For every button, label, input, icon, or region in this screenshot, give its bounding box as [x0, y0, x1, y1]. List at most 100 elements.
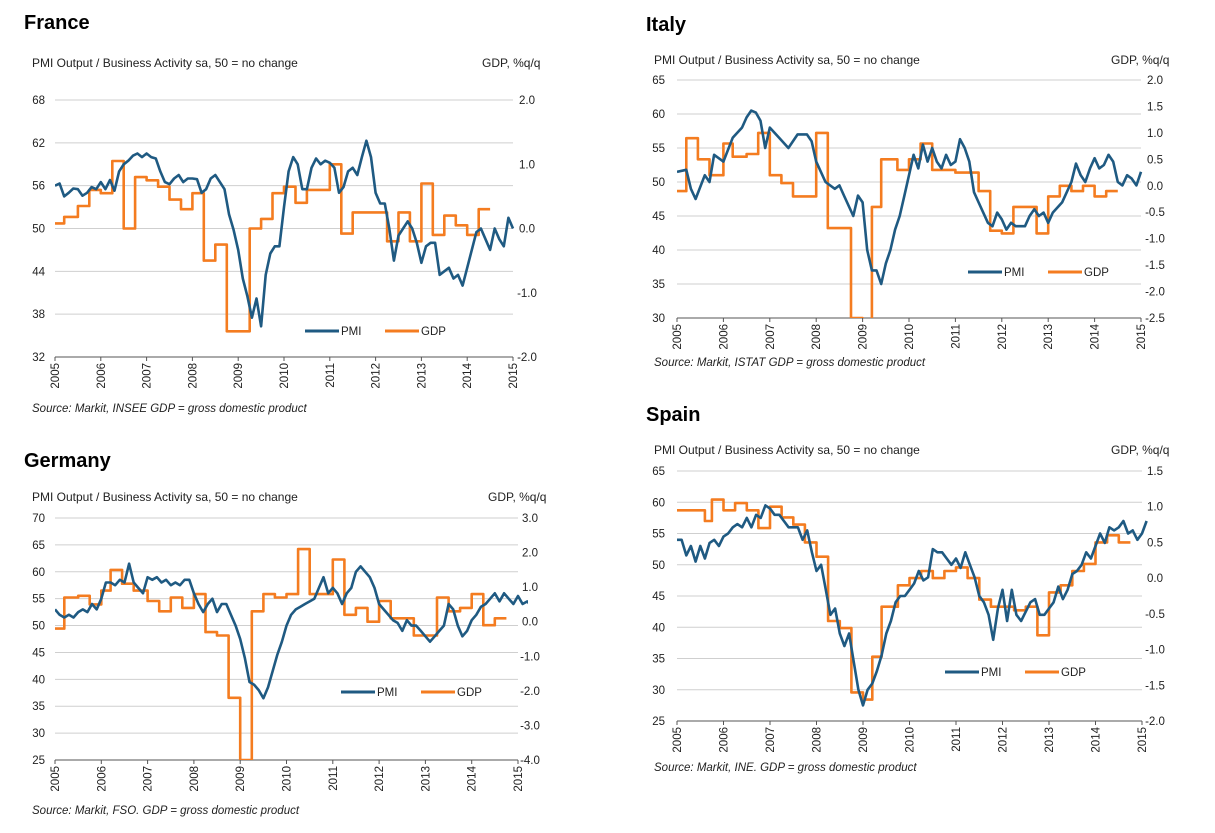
year-tick-label: 2010	[905, 727, 917, 753]
right-axis-caption: GDP, %q/q	[482, 56, 541, 70]
left-tick-label: 65	[32, 540, 45, 552]
legend-label-pmi: PMI	[341, 326, 361, 338]
year-tick-label: 2008	[189, 766, 201, 792]
right-tick-label: -2.5	[1145, 313, 1165, 325]
year-tick-label: 2012	[374, 766, 386, 792]
year-tick-label: 2011	[325, 363, 337, 388]
right-tick-label: -0.5	[1145, 609, 1165, 621]
right-tick-label: 3.0	[522, 513, 538, 525]
left-tick-label: 45	[32, 647, 45, 659]
left-tick-label: 55	[652, 529, 665, 541]
year-tick-label: 2010	[282, 766, 294, 792]
left-tick-label: 40	[652, 622, 665, 634]
right-tick-label: 0.5	[1147, 537, 1163, 549]
year-tick-label: 2006	[96, 363, 108, 389]
legend-label-pmi: PMI	[1004, 267, 1024, 279]
left-tick-label: 60	[652, 497, 665, 509]
left-tick-label: 62	[32, 138, 45, 150]
right-tick-label: 2.0	[1147, 75, 1163, 87]
chart-title: Spain	[646, 404, 701, 426]
right-tick-label: -2.0	[1145, 716, 1165, 728]
year-tick-label: 2012	[371, 363, 383, 389]
left-tick-label: 35	[652, 654, 665, 666]
left-tick-label: 55	[32, 594, 45, 606]
right-tick-label: -3.0	[520, 720, 540, 732]
year-tick-label: 2014	[462, 362, 474, 388]
series-line-pmi	[55, 139, 515, 328]
year-tick-label: 2012	[997, 324, 1009, 350]
left-tick-label: 60	[652, 109, 665, 121]
right-tick-label: 0.5	[1147, 154, 1163, 166]
left-tick-label: 56	[32, 181, 45, 193]
year-tick-label: 2012	[998, 727, 1010, 753]
right-tick-label: 1.5	[1147, 101, 1163, 113]
left-axis-caption: PMI Output / Business Activity sa, 50 = …	[32, 490, 298, 504]
left-tick-label: 35	[652, 279, 665, 291]
left-tick-label: 40	[32, 674, 45, 686]
source-note: Source: Markit, FSO. GDP = gross domesti…	[32, 805, 300, 817]
left-tick-label: 45	[652, 591, 665, 603]
year-tick-label: 2013	[1044, 727, 1056, 753]
right-tick-label: -2.0	[517, 352, 537, 364]
right-tick-label: -1.5	[1145, 680, 1165, 692]
right-tick-label: -2.0	[1145, 287, 1165, 299]
year-tick-label: 2007	[143, 766, 155, 792]
left-tick-label: 50	[32, 224, 45, 236]
legend-label-pmi: PMI	[377, 687, 397, 699]
left-tick-label: 70	[32, 513, 45, 525]
year-tick-label: 2008	[187, 363, 199, 389]
right-tick-label: -1.0	[1145, 645, 1165, 657]
year-tick-label: 2015	[1136, 324, 1148, 350]
right-tick-label: 1.5	[1147, 466, 1163, 478]
year-tick-label: 2008	[812, 727, 824, 753]
left-tick-label: 25	[32, 755, 45, 767]
left-tick-label: 65	[652, 466, 665, 478]
legend-label-gdp: GDP	[1084, 267, 1109, 279]
series-line-gdp	[55, 547, 507, 760]
chart-title: Italy	[646, 14, 687, 36]
year-tick-label: 2007	[142, 363, 154, 389]
left-tick-label: 55	[652, 143, 665, 155]
right-tick-label: 0.0	[519, 224, 535, 236]
right-tick-label: -1.0	[1145, 234, 1165, 246]
year-tick-label: 2013	[420, 766, 432, 792]
legend-label-gdp: GDP	[421, 326, 446, 338]
year-tick-label: 2009	[858, 727, 870, 753]
year-tick-label: 2006	[719, 727, 731, 753]
right-tick-label: 1.0	[519, 159, 535, 171]
left-axis-caption: PMI Output / Business Activity sa, 50 = …	[654, 53, 920, 67]
right-tick-label: 2.0	[522, 548, 538, 560]
year-tick-label: 2008	[811, 324, 823, 350]
left-tick-label: 68	[32, 95, 45, 107]
chart-title: Germany	[24, 450, 111, 472]
left-tick-label: 44	[32, 266, 45, 278]
legend-label-gdp: GDP	[457, 687, 482, 699]
left-tick-label: 45	[652, 211, 665, 223]
left-tick-label: 60	[32, 567, 45, 579]
right-axis-caption: GDP, %q/q	[488, 490, 547, 504]
left-tick-label: 30	[652, 685, 665, 697]
right-tick-label: -1.5	[1145, 260, 1165, 272]
legend-label-gdp: GDP	[1061, 667, 1086, 679]
series-line-gdp	[677, 131, 1118, 318]
year-tick-label: 2013	[1043, 324, 1055, 350]
left-tick-label: 30	[32, 728, 45, 740]
left-tick-label: 50	[32, 621, 45, 633]
year-tick-label: 2015	[1137, 727, 1149, 753]
left-tick-label: 30	[652, 313, 665, 325]
year-tick-label: 2007	[765, 727, 777, 753]
series-line-pmi	[677, 504, 1148, 707]
chart-title: France	[24, 12, 90, 34]
right-tick-label: -1.0	[520, 651, 540, 663]
left-tick-label: 65	[652, 75, 665, 87]
year-tick-label: 2005	[50, 363, 62, 389]
year-tick-label: 2015	[513, 766, 525, 792]
source-note: Source: Markit, INE. GDP = gross domesti…	[654, 762, 917, 774]
series-line-pmi	[55, 562, 528, 700]
left-tick-label: 25	[652, 716, 665, 728]
year-tick-label: 2010	[279, 363, 291, 389]
left-axis-caption: PMI Output / Business Activity sa, 50 = …	[654, 443, 920, 457]
